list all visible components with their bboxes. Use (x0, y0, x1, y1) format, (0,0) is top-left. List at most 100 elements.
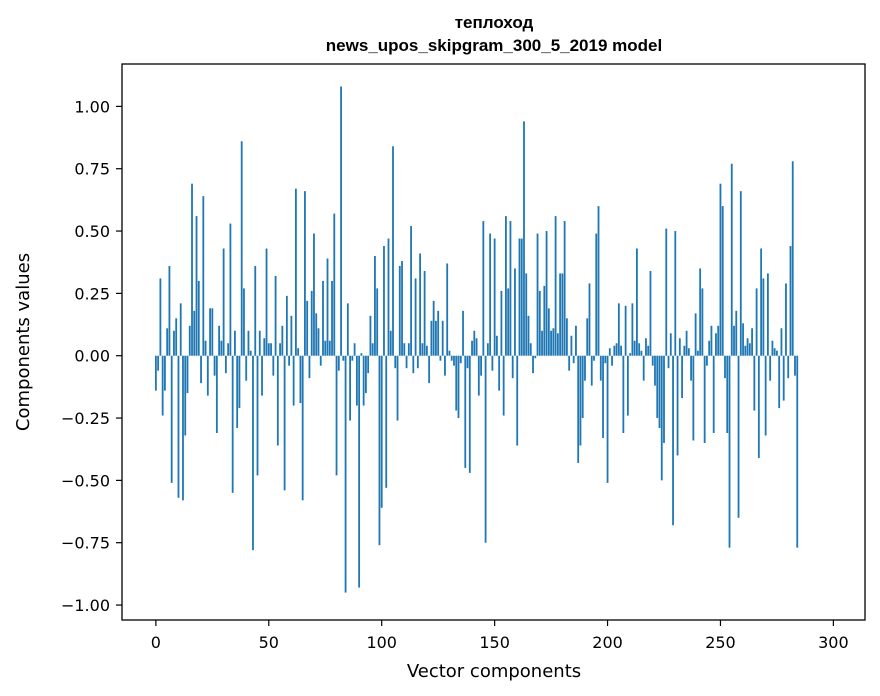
bar (703, 355, 706, 443)
bar (520, 238, 523, 356)
plot-frame (121, 63, 866, 621)
bar (572, 355, 575, 364)
bar (383, 246, 385, 356)
bar (773, 348, 776, 356)
y-tick-label: −0.50 (61, 471, 110, 490)
bar (556, 333, 559, 356)
bar (249, 350, 252, 356)
bar (636, 248, 638, 356)
bar (552, 328, 555, 356)
bar (694, 313, 697, 356)
bar (306, 300, 309, 356)
bar (234, 330, 236, 356)
bar (193, 310, 196, 356)
bar (441, 320, 444, 356)
bar (491, 355, 494, 371)
bar (186, 355, 189, 394)
bar (177, 355, 180, 498)
bar (281, 325, 284, 356)
bar (448, 350, 451, 356)
bar (685, 330, 688, 356)
bar (638, 343, 641, 356)
bar (267, 343, 270, 356)
bar (717, 325, 720, 356)
bar (405, 355, 408, 369)
bar (292, 355, 295, 406)
bar (288, 355, 291, 366)
bar (645, 338, 647, 356)
bar (667, 355, 670, 369)
bar (687, 348, 690, 356)
bar (757, 355, 760, 458)
bar (543, 285, 546, 356)
bar (696, 350, 699, 356)
bar (570, 335, 573, 356)
bar (317, 328, 320, 356)
x-tick-label: 50 (259, 633, 279, 652)
bar (374, 255, 376, 356)
bar (672, 355, 674, 526)
y-axis-label: Components values (13, 253, 34, 431)
bar (238, 355, 241, 409)
bar (746, 338, 749, 356)
bar (536, 233, 539, 356)
bar (529, 343, 532, 356)
bar (432, 300, 435, 356)
bar (182, 355, 184, 501)
bar (389, 330, 392, 356)
bar (559, 273, 562, 356)
bar (683, 345, 686, 356)
bar (435, 320, 437, 356)
bar (602, 355, 604, 438)
bar (550, 330, 552, 356)
bar (218, 325, 221, 356)
bar (215, 355, 218, 433)
bar (735, 310, 738, 356)
bar (629, 353, 632, 356)
bar (204, 340, 207, 356)
bar (640, 350, 643, 356)
bar (344, 355, 347, 593)
bar (586, 318, 589, 356)
y-tick-label: 0.75 (74, 160, 110, 179)
bar (518, 238, 521, 356)
bar (450, 355, 453, 361)
bar (505, 216, 507, 356)
bar (615, 343, 618, 356)
bar (728, 355, 731, 548)
bar (794, 355, 796, 376)
bar (358, 355, 361, 588)
bar (617, 303, 620, 356)
bar (407, 343, 410, 356)
bar (220, 340, 223, 356)
bar (294, 188, 297, 356)
bar (159, 278, 162, 356)
bar (523, 121, 525, 356)
bar (527, 315, 530, 356)
bar (337, 355, 340, 371)
bar (240, 141, 243, 356)
bar (477, 355, 480, 396)
bar (764, 355, 767, 436)
bar (676, 355, 679, 456)
bar (721, 206, 724, 356)
bar (742, 323, 744, 356)
bar (351, 355, 354, 361)
bar (179, 303, 182, 356)
bar (663, 355, 665, 443)
bar (631, 303, 634, 356)
bar (466, 355, 469, 369)
bar (730, 163, 733, 356)
bar (380, 355, 383, 508)
bar (482, 221, 485, 356)
bar (236, 355, 239, 429)
bar (590, 355, 593, 386)
bar (733, 325, 735, 356)
bar (403, 343, 406, 356)
bar (175, 318, 178, 356)
bar (588, 283, 591, 356)
x-tick-label: 150 (479, 633, 510, 652)
bar (270, 343, 272, 356)
bar (649, 270, 652, 356)
